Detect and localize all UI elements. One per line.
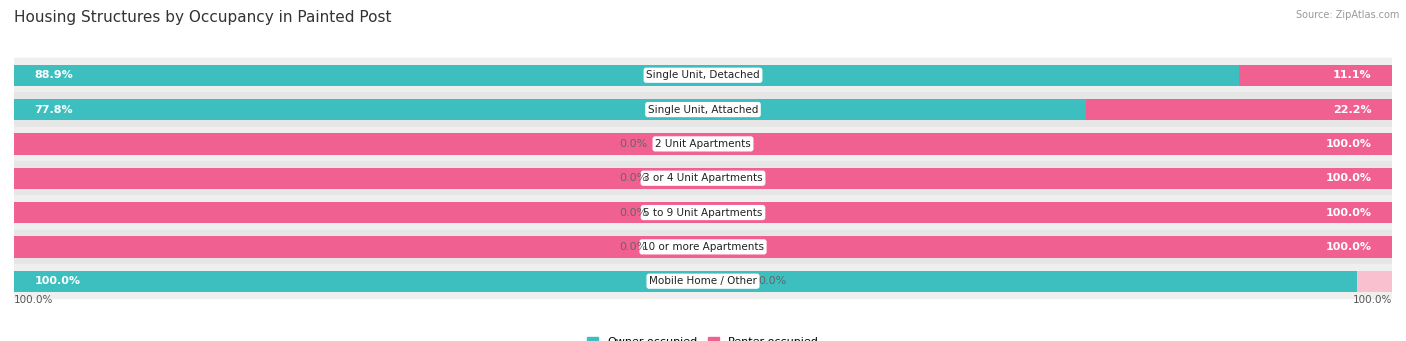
Bar <box>14 236 1392 257</box>
Text: 3 or 4 Unit Apartments: 3 or 4 Unit Apartments <box>643 173 763 183</box>
Bar <box>1085 99 1392 120</box>
Bar <box>14 167 48 189</box>
Bar <box>1358 270 1392 292</box>
Text: 88.9%: 88.9% <box>35 70 73 80</box>
Text: Mobile Home / Other: Mobile Home / Other <box>650 276 756 286</box>
Bar <box>14 127 1392 161</box>
Bar <box>14 202 48 223</box>
Text: 5 to 9 Unit Apartments: 5 to 9 Unit Apartments <box>644 208 762 218</box>
Bar <box>14 167 1392 189</box>
Text: Housing Structures by Occupancy in Painted Post: Housing Structures by Occupancy in Paint… <box>14 10 391 25</box>
Text: 2 Unit Apartments: 2 Unit Apartments <box>655 139 751 149</box>
Text: 11.1%: 11.1% <box>1333 70 1371 80</box>
Bar <box>14 64 1239 86</box>
Bar <box>14 236 48 257</box>
Text: Single Unit, Detached: Single Unit, Detached <box>647 70 759 80</box>
Text: 100.0%: 100.0% <box>1353 295 1392 305</box>
Bar <box>14 99 1085 120</box>
Text: 0.0%: 0.0% <box>620 242 648 252</box>
Bar <box>1239 64 1392 86</box>
Bar <box>14 270 1392 292</box>
Bar <box>14 161 1392 195</box>
Bar <box>14 202 1392 223</box>
Text: Single Unit, Attached: Single Unit, Attached <box>648 105 758 115</box>
Text: 100.0%: 100.0% <box>1326 208 1371 218</box>
Text: 10 or more Apartments: 10 or more Apartments <box>643 242 763 252</box>
Bar <box>14 133 1392 154</box>
Legend: Owner-occupied, Renter-occupied: Owner-occupied, Renter-occupied <box>582 332 824 341</box>
Text: 0.0%: 0.0% <box>620 173 648 183</box>
Bar <box>14 230 1392 264</box>
Text: 0.0%: 0.0% <box>620 208 648 218</box>
Text: 100.0%: 100.0% <box>14 295 53 305</box>
Text: 100.0%: 100.0% <box>1326 173 1371 183</box>
Bar <box>14 92 1392 127</box>
Text: 22.2%: 22.2% <box>1333 105 1371 115</box>
Text: Source: ZipAtlas.com: Source: ZipAtlas.com <box>1295 10 1399 20</box>
Text: 100.0%: 100.0% <box>35 276 80 286</box>
Bar <box>14 195 1392 230</box>
Bar <box>14 264 1392 298</box>
Bar <box>14 58 1392 92</box>
Text: 77.8%: 77.8% <box>35 105 73 115</box>
Text: 100.0%: 100.0% <box>1326 242 1371 252</box>
Text: 100.0%: 100.0% <box>1326 139 1371 149</box>
Text: 0.0%: 0.0% <box>620 139 648 149</box>
Bar <box>14 133 48 154</box>
Text: 0.0%: 0.0% <box>758 276 786 286</box>
